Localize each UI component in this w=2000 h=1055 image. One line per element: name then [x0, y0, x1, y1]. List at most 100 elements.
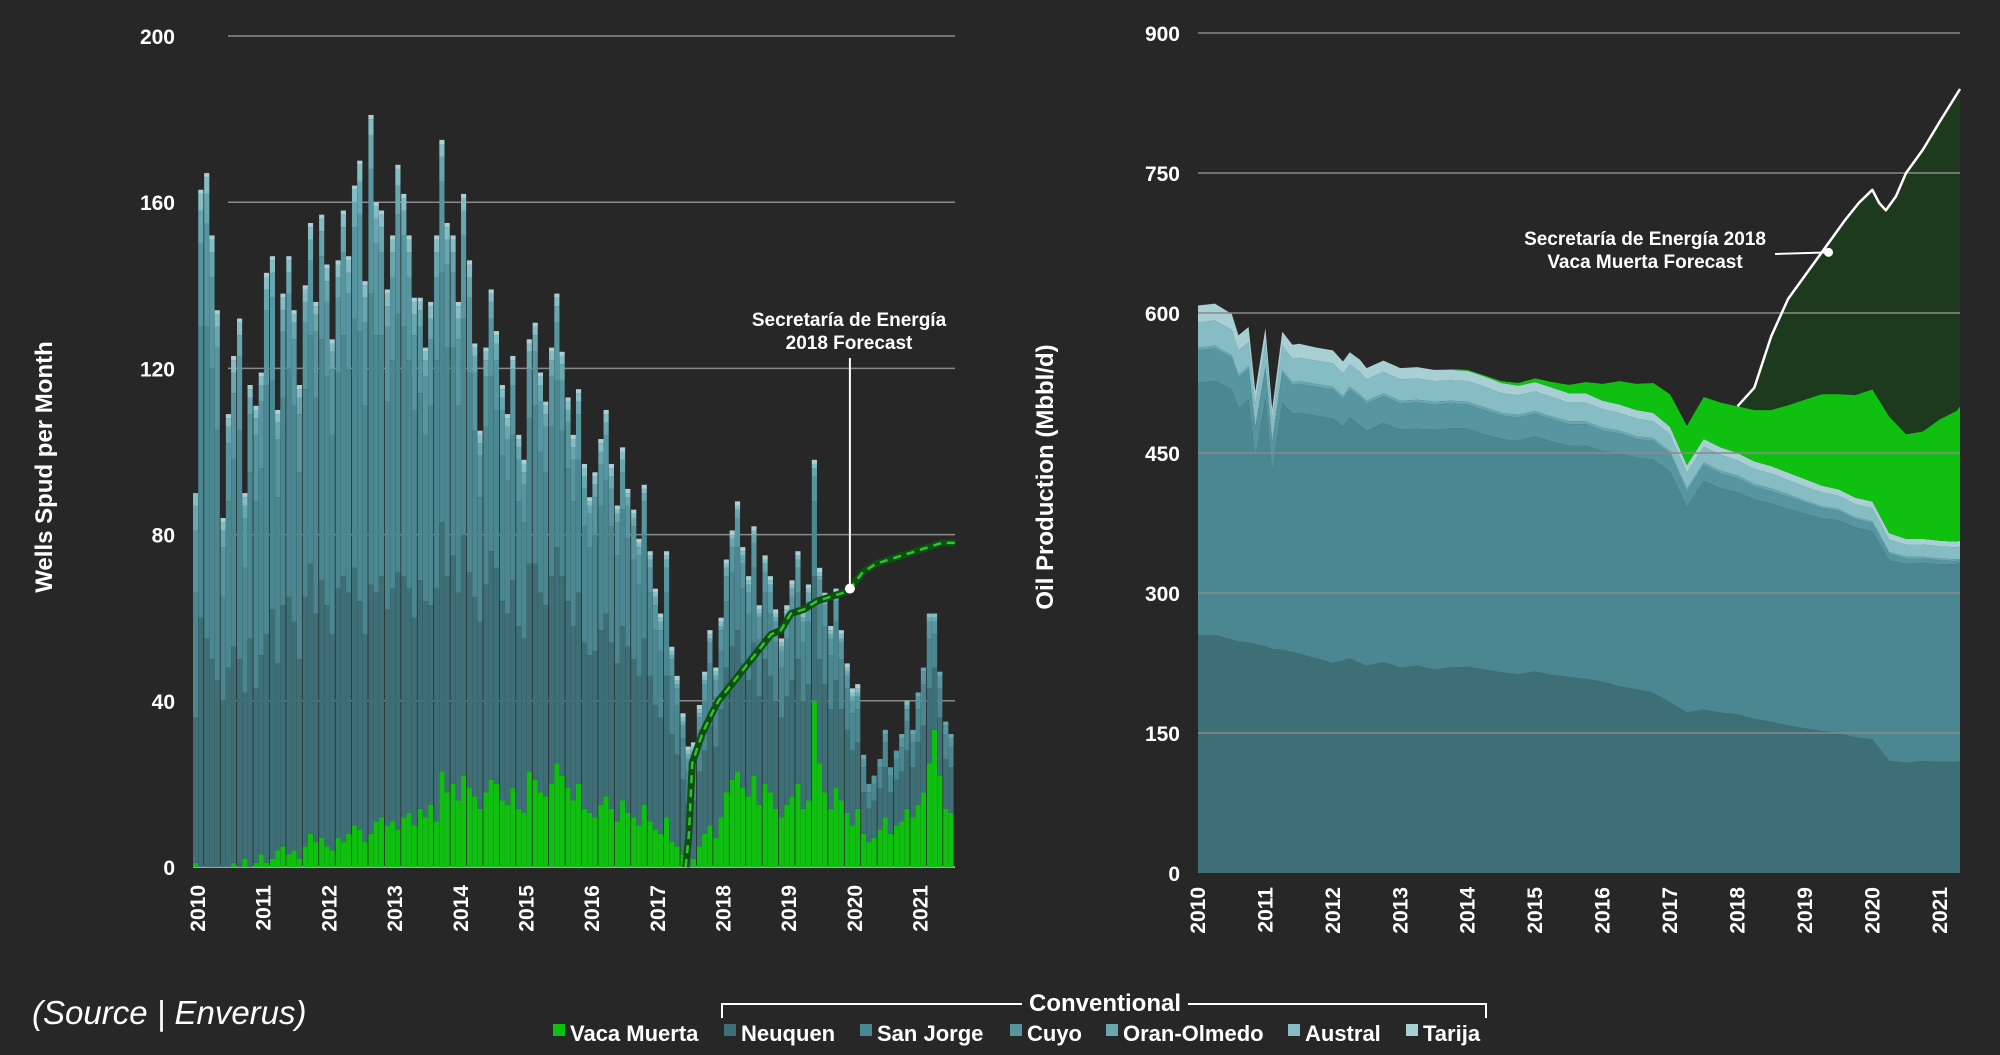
bar-segment-tarija: [434, 235, 440, 240]
bar-segment-tarija: [516, 434, 522, 440]
legend: Conventional Vaca Muerta Neuquen San Jorge…: [553, 990, 1487, 1046]
left-x-tick-label: 2015: [515, 885, 538, 932]
bar-segment-tarija: [346, 256, 352, 261]
bar-segment-austral: [296, 389, 302, 398]
bar-segment-vaca-muerta: [258, 854, 264, 867]
bar-segment-oran-olmedo: [592, 484, 598, 498]
bar-segment-vaca-muerta: [746, 796, 752, 867]
right-x-tick-label: 2018: [1726, 887, 1749, 934]
bar-segment-neuquen: [608, 642, 614, 809]
bar-segment-oran-olmedo: [357, 181, 363, 215]
bar-segment-neuquen: [855, 742, 861, 809]
bar-segment-cuyo: [477, 455, 483, 498]
bar-segment-vaca-muerta: [828, 808, 834, 867]
bar-segment-vaca-muerta: [822, 792, 828, 867]
bar-segment-san-jorge: [428, 405, 434, 606]
bar-segment-vaca-muerta: [559, 775, 565, 867]
bar-segment-austral: [411, 301, 417, 315]
bar-segment-austral: [302, 289, 308, 302]
bar-segment-vaca-muerta: [340, 842, 346, 867]
bar-segment-vaca-muerta: [477, 808, 483, 867]
bar-segment-oran-olmedo: [587, 505, 593, 514]
bar-segment-cuyo: [280, 331, 286, 398]
bar-segment-austral: [477, 434, 483, 444]
bar-segment-san-jorge: [368, 293, 374, 585]
bar-segment-tarija: [778, 638, 785, 643]
bar-segment-tarija: [822, 592, 828, 597]
bar-segment-austral: [401, 198, 407, 211]
left-bars: [193, 114, 954, 867]
bar-segment-vaca-muerta: [395, 829, 401, 867]
bar-segment-neuquen: [943, 758, 949, 809]
bar-segment-neuquen: [214, 680, 220, 867]
bar-segment-neuquen: [280, 605, 286, 847]
bar-segment-vaca-muerta: [778, 817, 785, 867]
bar-segment-austral: [663, 555, 670, 560]
bar-segment-vaca-muerta: [587, 812, 593, 867]
bar-segment-san-jorge: [718, 650, 724, 710]
bar-segment-cuyo: [800, 621, 806, 643]
bar-segment-tarija: [575, 389, 582, 394]
bar-segment-oran-olmedo: [220, 530, 226, 548]
bar-segment-austral: [587, 501, 593, 506]
bar-segment-tarija: [598, 439, 604, 444]
bar-segment-tarija: [499, 385, 505, 390]
bar-segment-tarija: [198, 189, 204, 194]
bar-segment-san-jorge: [592, 534, 598, 651]
bar-segment-neuquen: [505, 613, 511, 805]
bar-segment-cuyo: [543, 426, 549, 473]
bar-segment-san-jorge: [455, 405, 461, 593]
bar-segment-tarija: [619, 447, 626, 452]
bar-segment-tarija: [680, 713, 686, 718]
bar-segment-neuquen: [669, 734, 675, 843]
bar-segment-tarija: [608, 463, 614, 469]
bar-segment-oran-olmedo: [362, 297, 368, 323]
bar-segment-neuquen: [335, 588, 341, 838]
bar-segment-vaca-muerta: [751, 775, 757, 867]
bar-segment-san-jorge: [904, 721, 910, 751]
bar-segment-san-jorge: [362, 405, 368, 635]
bar-segment-vaca-muerta: [658, 833, 664, 867]
bar-segment-vaca-muerta: [926, 763, 932, 867]
bar-segment-san-jorge: [269, 380, 276, 610]
bar-segment-san-jorge: [581, 526, 588, 643]
bar-segment-cuyo: [641, 501, 647, 535]
bar-segment-neuquen: [483, 584, 489, 793]
bar-segment-oran-olmedo: [411, 314, 417, 336]
bar-segment-vaca-muerta: [455, 800, 461, 867]
bar-segment-oran-olmedo: [882, 729, 888, 735]
bar-segment-cuyo: [619, 472, 626, 510]
bar-segment-oran-olmedo: [899, 734, 905, 739]
bar-segment-san-jorge: [746, 613, 752, 681]
legend-item-tarija: Tarija: [1406, 1021, 1481, 1046]
bar-segment-cuyo: [658, 630, 664, 651]
bar-segment-san-jorge: [871, 783, 877, 801]
legend-swatch: [1010, 1024, 1022, 1036]
bar-segment-cuyo: [406, 276, 412, 361]
bar-segment-neuquen: [734, 630, 741, 772]
bar-segment-cuyo: [592, 497, 598, 535]
right-y-axis-title: Oil Production (Mbbl/d): [1032, 344, 1059, 609]
bar-segment-vaca-muerta: [373, 821, 379, 867]
bar-segment-cuyo: [346, 293, 352, 369]
bar-segment-neuquen: [614, 663, 620, 822]
bar-segment-san-jorge: [319, 339, 325, 581]
bar-segment-austral: [685, 750, 691, 755]
bar-segment-austral: [817, 571, 823, 577]
bar-segment-cuyo: [384, 326, 390, 402]
bar-segment-neuquen: [811, 576, 817, 701]
bar-segment-neuquen: [800, 700, 806, 809]
bar-segment-austral: [658, 617, 664, 622]
bar-segment-tarija: [373, 202, 379, 207]
bar-segment-san-jorge: [800, 642, 806, 701]
bar-segment-vaca-muerta: [948, 812, 954, 867]
bar-segment-san-jorge: [225, 501, 231, 668]
bar-segment-san-jorge: [477, 497, 483, 622]
bar-segment-san-jorge: [751, 567, 757, 643]
bar-segment-vaca-muerta: [904, 808, 910, 867]
bar-segment-cuyo: [729, 547, 735, 572]
bar-segment-austral: [838, 634, 844, 639]
bar-segment-cuyo: [554, 322, 560, 381]
bar-segment-oran-olmedo: [225, 426, 231, 444]
bar-segment-san-jorge: [915, 709, 921, 743]
